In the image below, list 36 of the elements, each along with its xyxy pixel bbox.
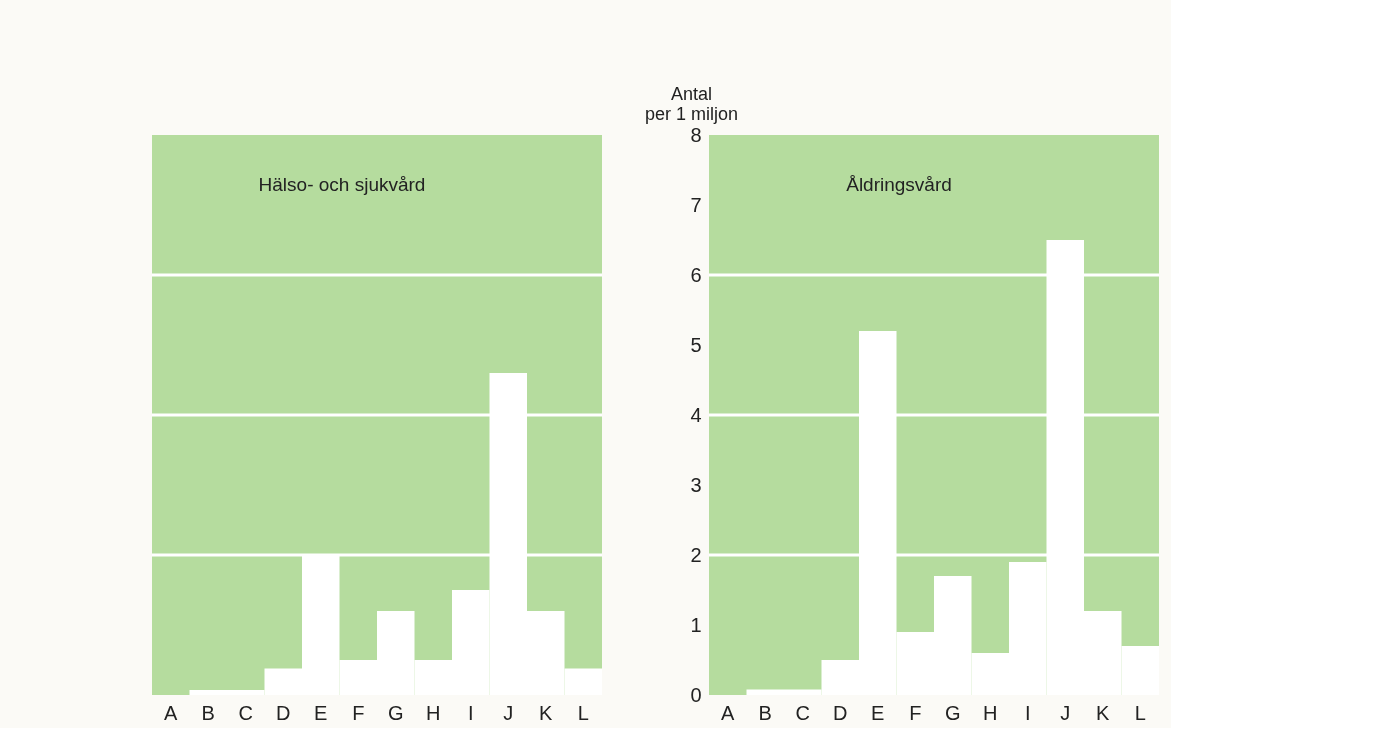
- x-tick-label: I: [1024, 701, 1031, 724]
- y-tick-label: 3: [690, 473, 702, 496]
- x-tick-label: K: [539, 701, 554, 724]
- y-tick-label: 8: [690, 123, 702, 146]
- text: Hälso- och sjukvård: [258, 174, 426, 195]
- y-tick-label: 2: [690, 543, 702, 566]
- x-tick-label: K: [1096, 701, 1111, 724]
- x-tick-label: G: [944, 701, 961, 724]
- y-tick-label: 0: [690, 683, 702, 706]
- x-tick-label: C: [238, 701, 253, 724]
- y-axis-title: Antal per 1 miljon: [644, 83, 739, 124]
- x-tick-label: F: [909, 701, 922, 724]
- x-tick-label: B: [201, 701, 215, 724]
- x-tick-label: D: [276, 701, 291, 724]
- x-tick-label: D: [833, 701, 848, 724]
- y-tick-label: 5: [690, 333, 702, 356]
- x-tick-label: L: [577, 701, 589, 724]
- x-tick-label: J: [503, 701, 514, 724]
- x-tick-label: E: [314, 701, 328, 724]
- x-tick-label: I: [467, 701, 474, 724]
- x-tick-label: C: [795, 701, 810, 724]
- x-tick-label: G: [387, 701, 404, 724]
- text: Åldringsvård: [846, 174, 952, 195]
- x-tick-label: H: [983, 701, 998, 724]
- x-tick-label: H: [426, 701, 441, 724]
- y-tick-label: 1: [690, 613, 702, 636]
- x-tick-label: F: [352, 701, 365, 724]
- y-tick-label: 6: [690, 263, 702, 286]
- x-tick-label: L: [1134, 701, 1146, 724]
- x-tick-label: E: [871, 701, 885, 724]
- x-tick-label: J: [1060, 701, 1071, 724]
- y-tick-label: 4: [690, 403, 702, 426]
- y-tick-label: 7: [690, 193, 702, 216]
- x-tick-label: A: [164, 701, 179, 724]
- x-tick-label: B: [758, 701, 772, 724]
- x-tick-label: A: [721, 701, 736, 724]
